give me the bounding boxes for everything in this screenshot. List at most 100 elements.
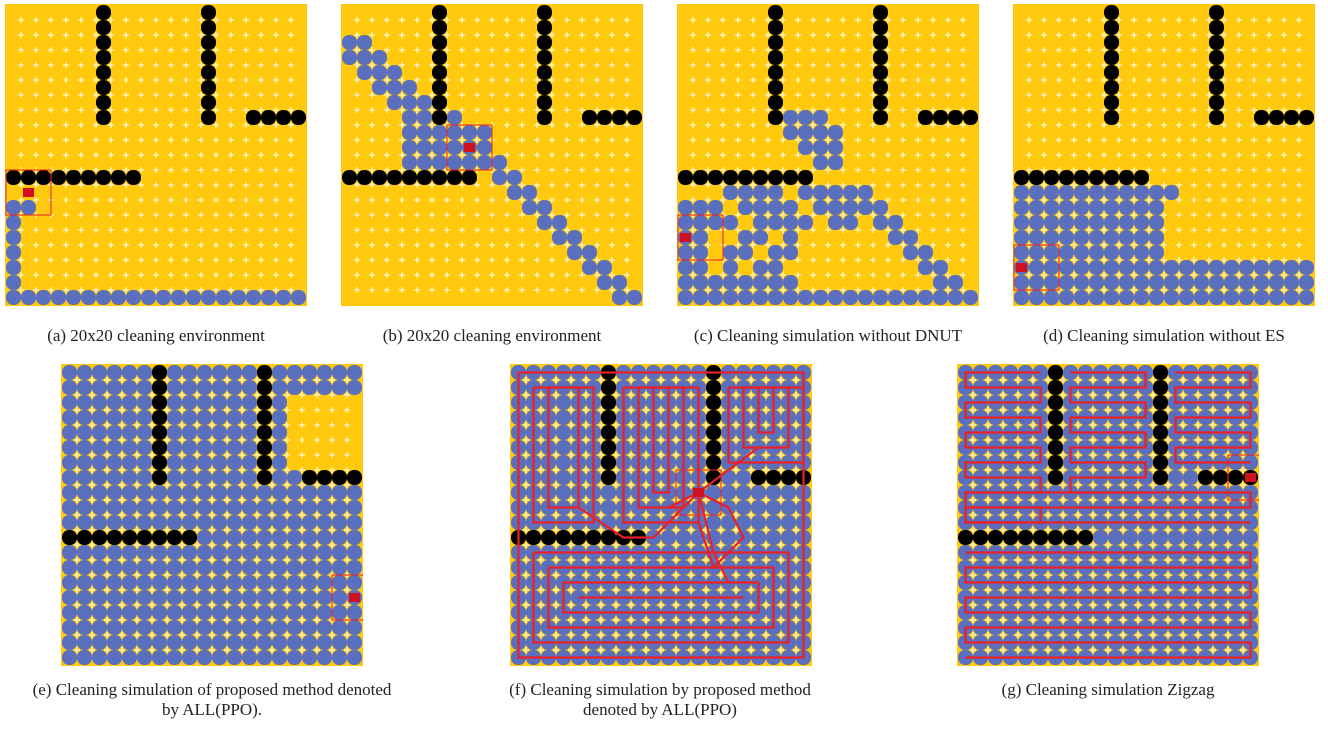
uncleaned-cell — [261, 260, 276, 275]
sparkle-mark — [735, 17, 741, 23]
sparkle-mark — [314, 602, 320, 608]
cleaned-cell — [693, 245, 708, 260]
sparkle-mark — [885, 212, 891, 218]
uncleaned-cell — [372, 245, 387, 260]
sparkle-mark — [885, 122, 891, 128]
cleaned-cell — [1029, 275, 1044, 290]
sparkle-mark — [624, 272, 630, 278]
uncleaned-cell — [627, 185, 642, 200]
uncleaned-cell — [1224, 65, 1239, 80]
cleaned-cell — [77, 650, 92, 665]
sparkle-mark — [793, 587, 799, 593]
sparkle-mark — [735, 167, 741, 173]
sparkle-mark — [153, 122, 159, 128]
cleaned-cell — [1149, 185, 1164, 200]
sparkle-mark — [344, 407, 350, 413]
cleaned-cell — [813, 290, 828, 305]
uncleaned-cell — [492, 200, 507, 215]
sparkle-mark — [78, 182, 84, 188]
uncleaned-cell — [51, 275, 66, 290]
obstacle-cell — [276, 110, 291, 125]
uncleaned-cell — [246, 185, 261, 200]
sparkle-mark — [1086, 287, 1092, 293]
sparkle-mark — [900, 107, 906, 113]
cleaned-cell — [1044, 290, 1059, 305]
sparkle-mark — [1206, 62, 1212, 68]
sparkle-mark — [179, 542, 185, 548]
sparkle-mark — [763, 392, 769, 398]
sparkle-mark — [299, 452, 305, 458]
uncleaned-cell — [768, 140, 783, 155]
sparkle-mark — [138, 167, 144, 173]
uncleaned-cell — [66, 260, 81, 275]
cleaned-cell — [736, 500, 751, 515]
uncleaned-cell — [186, 170, 201, 185]
uncleaned-cell — [903, 125, 918, 140]
obstacle-cell — [111, 170, 126, 185]
uncleaned-cell — [963, 80, 978, 95]
uncleaned-cell — [186, 95, 201, 110]
obstacle-cell — [693, 170, 708, 185]
sparkle-mark — [1041, 137, 1047, 143]
uncleaned-cell — [462, 185, 477, 200]
uncleaned-cell — [276, 50, 291, 65]
sparkle-mark — [399, 287, 405, 293]
agent-marker — [23, 188, 34, 197]
sparkle-mark — [720, 167, 726, 173]
cleaned-cell — [342, 50, 357, 65]
sparkle-mark — [628, 377, 634, 383]
cleaned-cell — [242, 545, 257, 560]
sparkle-mark — [1116, 272, 1122, 278]
uncleaned-cell — [51, 80, 66, 95]
sparkle-mark — [138, 137, 144, 143]
cleaned-cell — [357, 35, 372, 50]
sparkle-mark — [594, 17, 600, 23]
cleaned-cell — [1164, 290, 1179, 305]
sparkle-mark — [658, 392, 664, 398]
cleaned-cell — [843, 200, 858, 215]
cleaned-cell — [387, 65, 402, 80]
sparkle-mark — [273, 167, 279, 173]
cleaned-cell — [227, 560, 242, 575]
sparkle-mark — [63, 92, 69, 98]
cleaned-cell — [766, 515, 781, 530]
uncleaned-cell — [111, 20, 126, 35]
uncleaned-cell — [36, 5, 51, 20]
uncleaned-cell — [186, 50, 201, 65]
sparkle-mark — [624, 212, 630, 218]
uncleaned-cell — [81, 65, 96, 80]
cleaned-cell — [432, 125, 447, 140]
sparkle-mark — [254, 437, 260, 443]
sparkle-mark — [534, 122, 540, 128]
uncleaned-cell — [216, 95, 231, 110]
cleaned-cell — [332, 635, 347, 650]
sparkle-mark — [594, 287, 600, 293]
sparkle-mark — [1176, 287, 1182, 293]
uncleaned-cell — [597, 170, 612, 185]
sparkle-mark — [960, 287, 966, 293]
uncleaned-cell — [1239, 230, 1254, 245]
sparkle-mark — [284, 452, 290, 458]
cleaned-cell — [302, 560, 317, 575]
caption-d: (d) Cleaning simulation without ES — [1004, 326, 1324, 346]
cleaned-cell — [107, 635, 122, 650]
sparkle-mark — [840, 182, 846, 188]
uncleaned-cell — [1074, 110, 1089, 125]
cleaned-cell — [167, 410, 182, 425]
uncleaned-cell — [387, 215, 402, 230]
sparkle-mark — [718, 452, 724, 458]
uncleaned-cell — [1194, 80, 1209, 95]
cleaned-cell — [1149, 245, 1164, 260]
cleaned-cell — [723, 290, 738, 305]
cleaned-cell — [122, 560, 137, 575]
sparkle-mark — [915, 137, 921, 143]
cleaned-cell — [738, 245, 753, 260]
uncleaned-cell — [261, 65, 276, 80]
sparkle-mark — [960, 17, 966, 23]
uncleaned-cell — [1209, 125, 1224, 140]
cleaned-cell — [766, 485, 781, 500]
uncleaned-cell — [417, 260, 432, 275]
cleaned-cell — [1059, 230, 1074, 245]
sparkle-mark — [778, 602, 784, 608]
cleaned-cell — [302, 515, 317, 530]
